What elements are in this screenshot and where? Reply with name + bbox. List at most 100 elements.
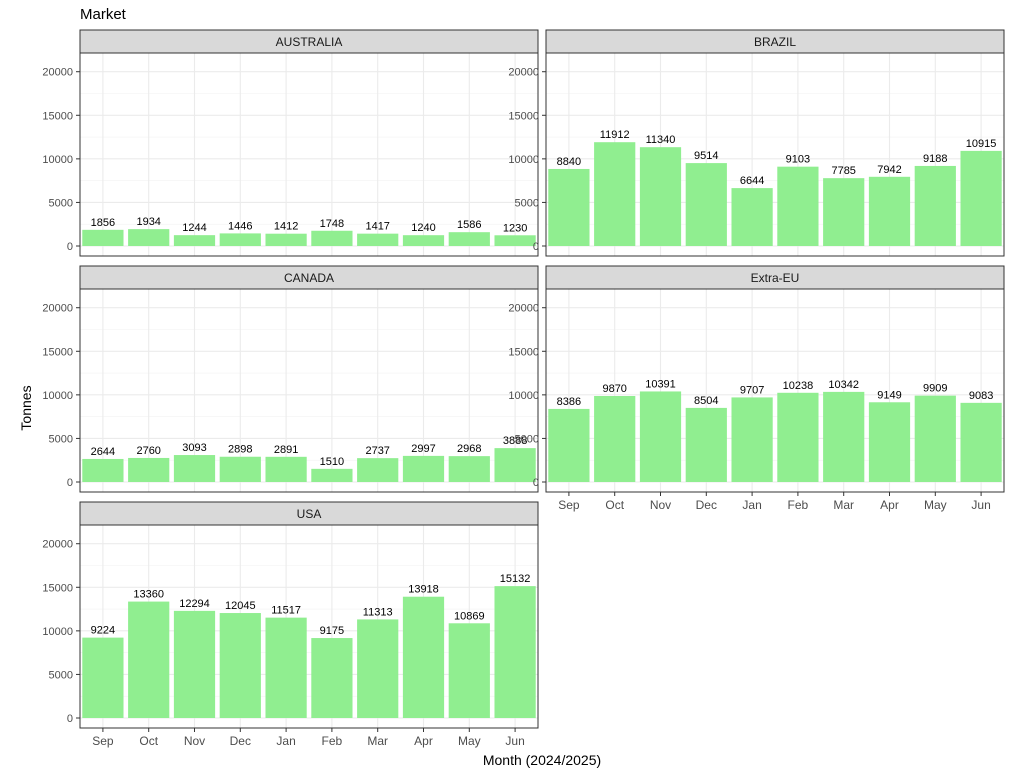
bar-extra-eu-nov bbox=[639, 391, 682, 482]
data-label: 2968 bbox=[457, 443, 481, 455]
data-label: 1586 bbox=[457, 219, 481, 231]
bar-usa-jan bbox=[265, 617, 307, 718]
x-tick-label: Jun bbox=[505, 734, 524, 748]
data-label: 3093 bbox=[182, 442, 206, 454]
chart-title: Market bbox=[80, 6, 127, 23]
facet-brazil: BRAZIL 0 5000 10000 15000 20000 8840 11912 11340… bbox=[508, 29, 1005, 257]
data-label: 9909 bbox=[923, 383, 947, 395]
bar-usa-feb bbox=[311, 638, 353, 718]
y-tick-label: 0 bbox=[533, 477, 539, 489]
bar-extra-eu-jan bbox=[731, 397, 773, 482]
panel-border bbox=[545, 52, 1005, 257]
y-tick-label: 15000 bbox=[42, 582, 73, 594]
y-tick-label: 20000 bbox=[42, 303, 73, 315]
bar-australia-jan bbox=[265, 233, 307, 246]
bar-brazil-nov bbox=[639, 147, 682, 246]
bar-canada-feb bbox=[311, 468, 353, 482]
y-tick-label: 20000 bbox=[508, 67, 539, 79]
y-tick-label: 15000 bbox=[42, 346, 73, 358]
data-label: 9149 bbox=[877, 389, 901, 401]
x-tick-label: Apr bbox=[880, 498, 899, 512]
x-tick-label: Sep bbox=[92, 734, 114, 748]
bar-canada-jun bbox=[494, 448, 536, 482]
y-tick-label: 0 bbox=[67, 713, 73, 725]
bar-australia-nov bbox=[173, 235, 216, 246]
bar-brazil-feb bbox=[777, 166, 819, 246]
bar-usa-jun bbox=[494, 586, 536, 718]
bar-usa-dec bbox=[219, 613, 261, 718]
bar-australia-jun bbox=[494, 235, 536, 246]
x-tick-label: Dec bbox=[696, 498, 717, 512]
data-label: 1417 bbox=[365, 221, 389, 233]
bar-australia-feb bbox=[311, 230, 353, 246]
bar-usa-apr bbox=[402, 596, 445, 718]
data-label: 10915 bbox=[966, 138, 997, 150]
y-tick-label: 10000 bbox=[42, 390, 73, 402]
bar-extra-eu-jun bbox=[960, 402, 1002, 482]
data-label: 7942 bbox=[877, 164, 901, 176]
facet-strip-label: Extra-EU bbox=[751, 271, 800, 285]
y-tick-label: 5000 bbox=[49, 197, 73, 209]
data-label: 1748 bbox=[320, 218, 344, 230]
data-label: 9103 bbox=[786, 154, 810, 166]
y-axis-title: Tonnes bbox=[18, 385, 34, 430]
data-label: 1510 bbox=[320, 456, 344, 468]
data-label: 2997 bbox=[411, 443, 435, 455]
data-label: 9224 bbox=[91, 625, 115, 637]
y-tick-label: 5000 bbox=[49, 433, 73, 445]
panel-border bbox=[545, 288, 1005, 493]
bar-extra-eu-feb bbox=[777, 392, 819, 482]
data-label: 7785 bbox=[831, 165, 855, 177]
y-tick-label: 20000 bbox=[42, 539, 73, 551]
bar-extra-eu-sep bbox=[548, 408, 590, 482]
bar-usa-sep bbox=[82, 637, 124, 718]
y-tick-label: 10000 bbox=[42, 154, 73, 166]
data-label: 1244 bbox=[182, 222, 206, 234]
y-tick-label: 10000 bbox=[508, 154, 539, 166]
bar-extra-eu-dec bbox=[685, 407, 727, 482]
data-label: 10342 bbox=[828, 379, 859, 391]
data-label: 1230 bbox=[503, 222, 527, 234]
bar-canada-nov bbox=[173, 455, 216, 482]
data-label: 15132 bbox=[500, 573, 531, 585]
bar-australia-dec bbox=[219, 233, 261, 246]
y-tick-label: 10000 bbox=[42, 626, 73, 638]
x-tick-label: Dec bbox=[230, 734, 251, 748]
data-label: 1240 bbox=[411, 222, 435, 234]
data-label: 2891 bbox=[274, 444, 298, 456]
x-tick-label: Nov bbox=[184, 734, 205, 748]
bar-brazil-sep bbox=[548, 168, 590, 246]
y-tick-label: 5000 bbox=[49, 669, 73, 681]
data-label: 3888 bbox=[503, 435, 527, 447]
y-tick-label: 15000 bbox=[42, 110, 73, 122]
x-tick-label: Jun bbox=[971, 498, 990, 512]
bar-extra-eu-apr bbox=[868, 402, 911, 482]
data-label: 2737 bbox=[365, 445, 389, 457]
data-label: 10869 bbox=[454, 610, 485, 622]
data-label: 11313 bbox=[363, 606, 393, 618]
data-label: 9188 bbox=[923, 153, 947, 165]
bar-usa-mar bbox=[357, 619, 399, 718]
x-tick-label: Mar bbox=[833, 498, 854, 512]
bar-canada-may bbox=[448, 456, 490, 482]
bar-canada-sep bbox=[82, 458, 124, 482]
bar-usa-oct bbox=[128, 601, 170, 718]
facet-usa: USA 0 5000 10000 15000 20000 9224 13360 12294 120… bbox=[42, 501, 539, 748]
data-label: 13360 bbox=[133, 589, 164, 601]
y-tick-label: 10000 bbox=[508, 390, 539, 402]
y-tick-label: 20000 bbox=[42, 67, 73, 79]
data-label: 6644 bbox=[740, 175, 764, 187]
bar-australia-mar bbox=[357, 233, 399, 246]
y-tick-label: 0 bbox=[67, 477, 73, 489]
x-tick-label: Jan bbox=[276, 734, 295, 748]
data-label: 10238 bbox=[783, 380, 814, 392]
y-tick-label: 20000 bbox=[508, 303, 539, 315]
data-label: 11912 bbox=[600, 129, 630, 141]
bar-australia-sep bbox=[82, 229, 124, 246]
y-tick-label: 5000 bbox=[515, 197, 539, 209]
x-tick-label: Nov bbox=[650, 498, 671, 512]
bar-australia-apr bbox=[402, 235, 445, 246]
bar-canada-oct bbox=[128, 457, 170, 482]
panel-background bbox=[80, 53, 538, 256]
